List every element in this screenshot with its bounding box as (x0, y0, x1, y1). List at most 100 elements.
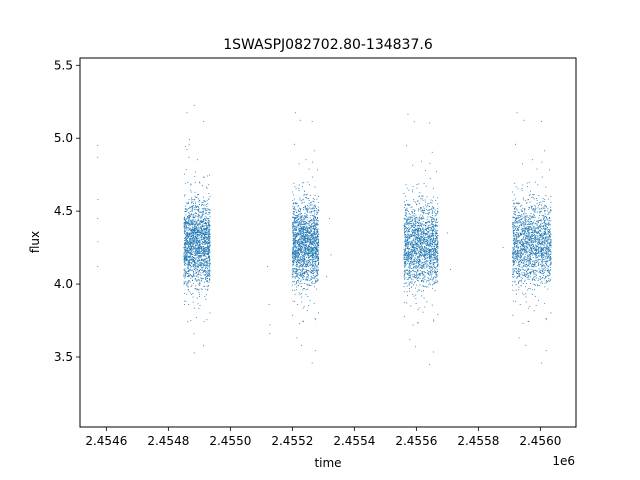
data-point (296, 337, 298, 339)
data-point (194, 232, 196, 234)
data-point (426, 254, 427, 256)
data-point (405, 240, 406, 242)
data-point (183, 247, 185, 249)
data-point (298, 232, 300, 234)
data-point (207, 265, 208, 267)
data-point (309, 221, 311, 223)
data-point (303, 239, 305, 241)
data-point (186, 209, 188, 211)
data-point (298, 184, 300, 186)
data-point (188, 276, 190, 277)
data-point (209, 275, 211, 277)
data-point (296, 215, 297, 217)
data-point (185, 240, 187, 242)
data-point (185, 223, 187, 225)
data-point (292, 265, 294, 267)
data-point (414, 248, 416, 250)
data-point (298, 163, 300, 165)
data-point (203, 241, 205, 243)
data-point (293, 253, 295, 255)
data-point (206, 241, 208, 243)
data-point (195, 267, 197, 269)
data-point (408, 228, 410, 230)
data-point (204, 239, 205, 241)
data-point (437, 241, 439, 243)
data-point (303, 236, 305, 238)
data-point (427, 244, 429, 246)
data-point (192, 245, 194, 247)
data-point (437, 245, 439, 247)
data-point (307, 253, 309, 255)
data-point (184, 238, 186, 240)
data-point (436, 237, 438, 239)
data-point (190, 259, 192, 261)
data-point (299, 248, 300, 250)
data-point (304, 238, 306, 240)
data-point (416, 278, 418, 280)
data-point (303, 235, 305, 237)
data-point (431, 265, 432, 267)
data-point (303, 238, 305, 240)
data-point (191, 254, 193, 255)
data-point (292, 276, 294, 278)
data-point (191, 221, 193, 223)
data-point (208, 270, 210, 272)
data-point (316, 213, 318, 215)
data-point (432, 277, 434, 279)
data-point (191, 241, 193, 243)
data-point (201, 247, 203, 249)
data-point (314, 226, 316, 227)
data-point (303, 239, 304, 241)
data-point (306, 242, 308, 243)
data-point (408, 211, 409, 212)
data-point (292, 314, 294, 316)
data-point (193, 283, 194, 284)
data-point (434, 245, 435, 247)
data-point (313, 270, 315, 271)
data-point (199, 226, 201, 228)
data-point (428, 256, 430, 258)
data-point (197, 261, 199, 263)
data-point (195, 279, 197, 281)
data-point (317, 257, 319, 259)
data-point (317, 274, 319, 276)
data-point (418, 230, 420, 232)
data-point (185, 236, 187, 238)
data-point (312, 198, 314, 199)
data-point (199, 252, 201, 253)
data-point (422, 249, 423, 251)
data-point (311, 249, 313, 251)
data-point (434, 290, 436, 292)
data-point (425, 222, 427, 224)
data-point (431, 245, 433, 247)
data-point (186, 271, 188, 273)
data-point (424, 267, 426, 269)
data-point (209, 270, 211, 272)
data-point (185, 256, 187, 258)
data-point (420, 272, 422, 274)
data-point (434, 209, 436, 211)
data-point (310, 223, 312, 225)
data-point (207, 257, 209, 259)
data-point (311, 248, 313, 250)
data-point (208, 230, 210, 232)
data-point (405, 254, 407, 256)
data-point (201, 201, 203, 203)
data-point (314, 318, 316, 319)
data-point (203, 208, 205, 210)
data-point (409, 238, 411, 240)
data-point (201, 214, 203, 216)
data-point (437, 203, 439, 205)
data-point (427, 227, 429, 229)
data-point (301, 241, 303, 243)
data-point (205, 223, 207, 225)
data-point (415, 228, 417, 230)
data-point (293, 239, 295, 241)
data-point (314, 234, 316, 236)
data-point (415, 240, 416, 242)
data-point (414, 281, 416, 283)
data-point (424, 233, 426, 235)
data-point (296, 289, 298, 291)
data-point (203, 250, 205, 252)
data-point (205, 239, 207, 241)
